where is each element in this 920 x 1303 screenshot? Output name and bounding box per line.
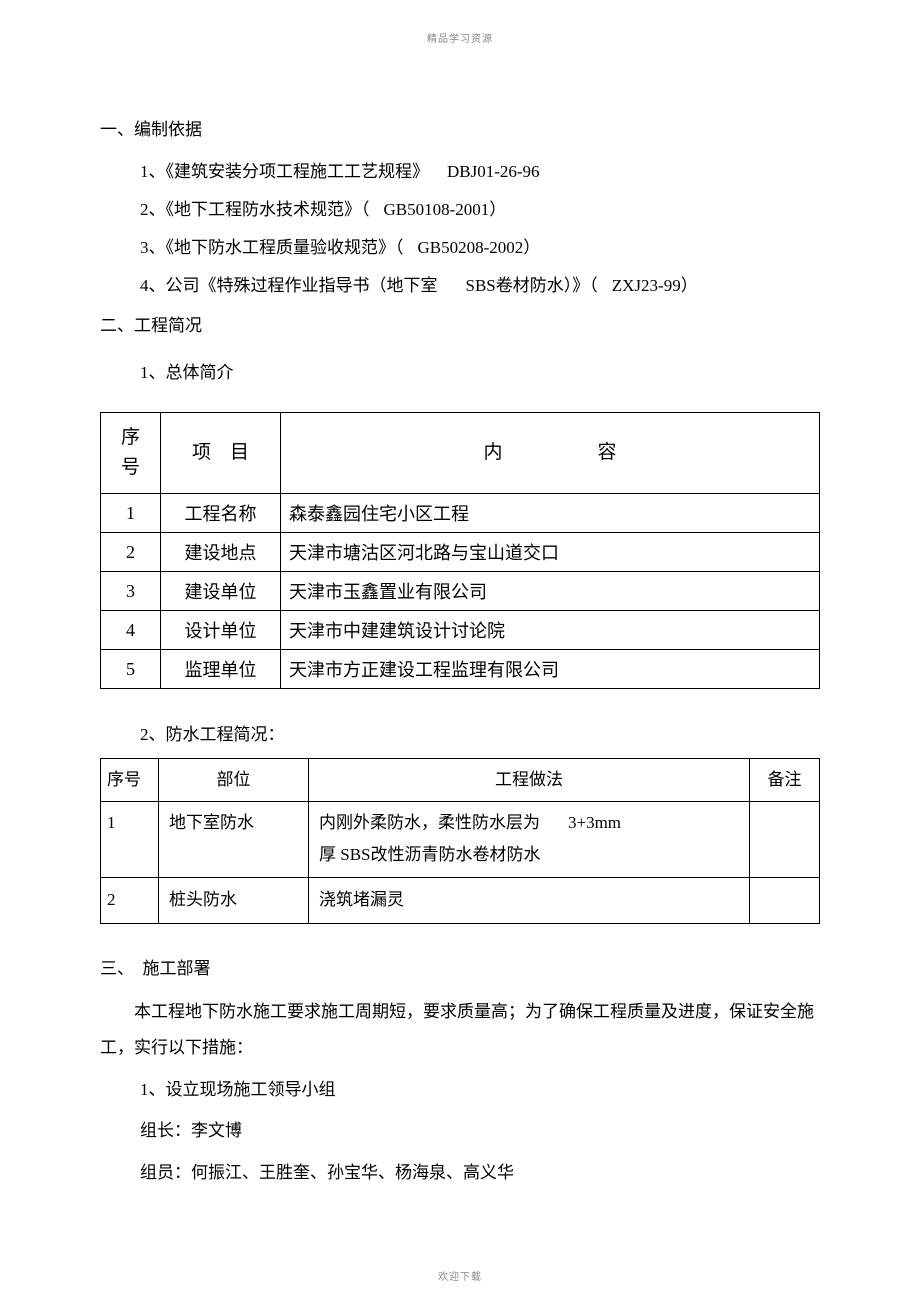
cell-content: 天津市方正建设工程监理有限公司 xyxy=(281,650,820,689)
table-row: 4 设计单位 天津市中建建筑设计讨论院 xyxy=(101,611,820,650)
th-seq-line2: 号 xyxy=(121,457,140,478)
cell-content: 天津市塘沽区河北路与宝山道交口 xyxy=(281,533,820,572)
item-mid: SBS卷材防水）》（ xyxy=(466,276,598,295)
sec3-line2: 组长：李文博 xyxy=(140,1113,820,1149)
cell-item: 设计单位 xyxy=(161,611,281,650)
cell-seq: 2 xyxy=(101,533,161,572)
cell-note xyxy=(750,802,820,878)
item-code: DBJ01-26-96 xyxy=(447,162,540,181)
section-1-title: 一、编制依据 xyxy=(100,115,820,146)
sec1-item-2: 2、《地下工程防水技术规范》（ GB50108-2001） xyxy=(140,194,820,226)
th-content: 内 容 xyxy=(281,412,820,494)
method-text-b: 3+3mm xyxy=(568,813,621,832)
method-text-c: 厚 SBS改性沥青防水卷材防水 xyxy=(319,845,541,864)
cell-item: 建设地点 xyxy=(161,533,281,572)
sec1-item-1: 1、《建筑安装分项工程施工工艺规程》 DBJ01-26-96 xyxy=(140,156,820,188)
item-number: 4、 xyxy=(140,276,166,295)
cell-seq: 1 xyxy=(101,494,161,533)
cell-part: 桩头防水 xyxy=(159,877,309,923)
cell-method: 浇筑堵漏灵 xyxy=(309,877,750,923)
table-row: 5 监理单位 天津市方正建设工程监理有限公司 xyxy=(101,650,820,689)
item-code: GB50208-2002 xyxy=(418,238,524,257)
th2-seq: 序号 xyxy=(101,758,159,801)
table-header-row: 序号 部位 工程做法 备注 xyxy=(101,758,820,801)
item-text: 《地下防水工程质量验收规范》（ xyxy=(166,238,404,257)
section-2-title: 二、工程简况 xyxy=(100,311,820,342)
cell-part: 地下室防水 xyxy=(159,802,309,878)
th2-note: 备注 xyxy=(750,758,820,801)
cell-content: 森泰鑫园住宅小区工程 xyxy=(281,494,820,533)
cell-seq: 3 xyxy=(101,572,161,611)
sec3-para: 本工程地下防水施工要求施工周期短，要求质量高；为了确保工程质量及进度，保证安全施… xyxy=(100,994,820,1065)
cell-seq: 5 xyxy=(101,650,161,689)
item-suffix: ） xyxy=(489,200,506,219)
item-code: ZXJ23-99 xyxy=(612,276,681,295)
sec1-item-3: 3、《地下防水工程质量验收规范》（ GB50208-2002） xyxy=(140,232,820,264)
table-row: 2 桩头防水 浇筑堵漏灵 xyxy=(101,877,820,923)
table-row: 1 工程名称 森泰鑫园住宅小区工程 xyxy=(101,494,820,533)
th2-part: 部位 xyxy=(159,758,309,801)
table-row: 1 地下室防水 内刚外柔防水，柔性防水层为 3+3mm 厚 SBS改性沥青防水卷材… xyxy=(101,802,820,878)
cell-content: 天津市中建建筑设计讨论院 xyxy=(281,611,820,650)
cell-note xyxy=(750,877,820,923)
sec2-sub1: 1、总体简介 xyxy=(140,357,820,389)
item-suffix: ） xyxy=(681,276,698,295)
cell-item: 建设单位 xyxy=(161,572,281,611)
cell-item: 监理单位 xyxy=(161,650,281,689)
cell-seq: 2 xyxy=(101,877,159,923)
item-text: 《建筑安装分项工程施工工艺规程》 xyxy=(166,162,430,181)
cell-seq: 4 xyxy=(101,611,161,650)
item-suffix: ） xyxy=(523,238,540,257)
document-page: 精品学习资源 一、编制依据 1、《建筑安装分项工程施工工艺规程》 DBJ01-26… xyxy=(0,0,920,1303)
waterproof-table: 序号 部位 工程做法 备注 1 地下室防水 内刚外柔防水，柔性防水层为 3+3mm… xyxy=(100,758,820,924)
table-row: 2 建设地点 天津市塘沽区河北路与宝山道交口 xyxy=(101,533,820,572)
th2-method: 工程做法 xyxy=(309,758,750,801)
cell-seq: 1 xyxy=(101,802,159,878)
footer-watermark: 欢迎下载 xyxy=(0,1268,920,1283)
th-item: 项 目 xyxy=(161,412,281,494)
item-number: 1、 xyxy=(140,162,166,181)
item-number: 2、 xyxy=(140,200,166,219)
sec3-line3: 组员：何振江、王胜奎、孙宝华、杨海泉、高义华 xyxy=(140,1155,820,1191)
item-text: 公司《特殊过程作业指导书（地下室 xyxy=(166,276,438,295)
sec3-line1: 1、设立现场施工领导小组 xyxy=(140,1072,820,1108)
table-header-row: 序 号 项 目 内 容 xyxy=(101,412,820,494)
cell-content: 天津市玉鑫置业有限公司 xyxy=(281,572,820,611)
item-text: 《地下工程防水技术规范》（ xyxy=(166,200,370,219)
cell-item: 工程名称 xyxy=(161,494,281,533)
header-watermark: 精品学习资源 xyxy=(100,30,820,45)
table-row: 3 建设单位 天津市玉鑫置业有限公司 xyxy=(101,572,820,611)
sec1-item-4: 4、公司《特殊过程作业指导书（地下室 SBS卷材防水）》（ ZXJ23-99） xyxy=(140,270,820,302)
overview-table: 序 号 项 目 内 容 1 工程名称 森泰鑫园住宅小区工程 2 建设地点 天津市… xyxy=(100,412,820,690)
item-code: GB50108-2001 xyxy=(384,200,490,219)
method-text-a: 内刚外柔防水，柔性防水层为 xyxy=(319,813,540,832)
th-seq: 序 号 xyxy=(101,412,161,494)
item-number: 3、 xyxy=(140,238,166,257)
section-3-title: 三、 施工部署 xyxy=(100,954,820,985)
th-seq-line1: 序 xyxy=(121,427,140,448)
cell-method: 内刚外柔防水，柔性防水层为 3+3mm 厚 SBS改性沥青防水卷材防水 xyxy=(309,802,750,878)
sec2-sub2: 2、防水工程简况： xyxy=(140,719,820,751)
